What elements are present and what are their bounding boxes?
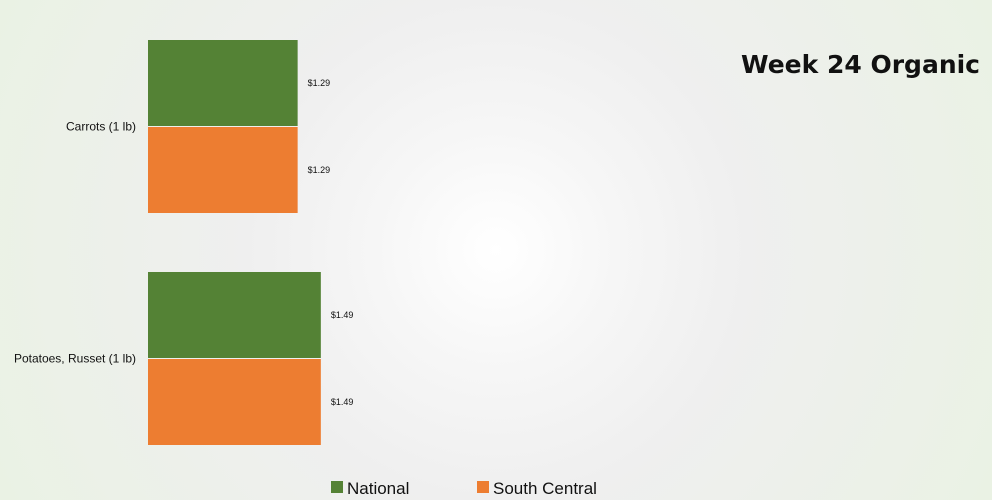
- bar-south-central-potatoes-russet-1-lb: [148, 359, 321, 445]
- labels-group: Carrots (1 lb) $1.29 $1.29 Potatoes, Russet…: [14, 78, 353, 407]
- legend-swatch-national: [331, 481, 343, 493]
- bar-national-carrots-1-lb: [148, 40, 298, 126]
- legend-label-south-central: South Central: [493, 479, 597, 498]
- category-label-potatoes-russet-1-lb: Potatoes, Russet (1 lb): [14, 352, 136, 366]
- data-label-national-potatoes-russet-1-lb: $1.49: [331, 310, 354, 320]
- legend-label-national: National: [347, 479, 409, 498]
- data-label-south-central-carrots-1-lb: $1.29: [308, 165, 331, 175]
- category-label-carrots-1-lb: Carrots (1 lb): [66, 120, 136, 134]
- bar-national-potatoes-russet-1-lb: [148, 272, 321, 358]
- legend: National South Central: [331, 479, 597, 498]
- bars-group: [148, 40, 321, 445]
- data-label-national-carrots-1-lb: $1.29: [308, 78, 331, 88]
- bar-south-central-carrots-1-lb: [148, 127, 298, 213]
- data-label-south-central-potatoes-russet-1-lb: $1.49: [331, 397, 354, 407]
- chart-title: Week 24 Organic: [741, 50, 980, 79]
- legend-swatch-south-central: [477, 481, 489, 493]
